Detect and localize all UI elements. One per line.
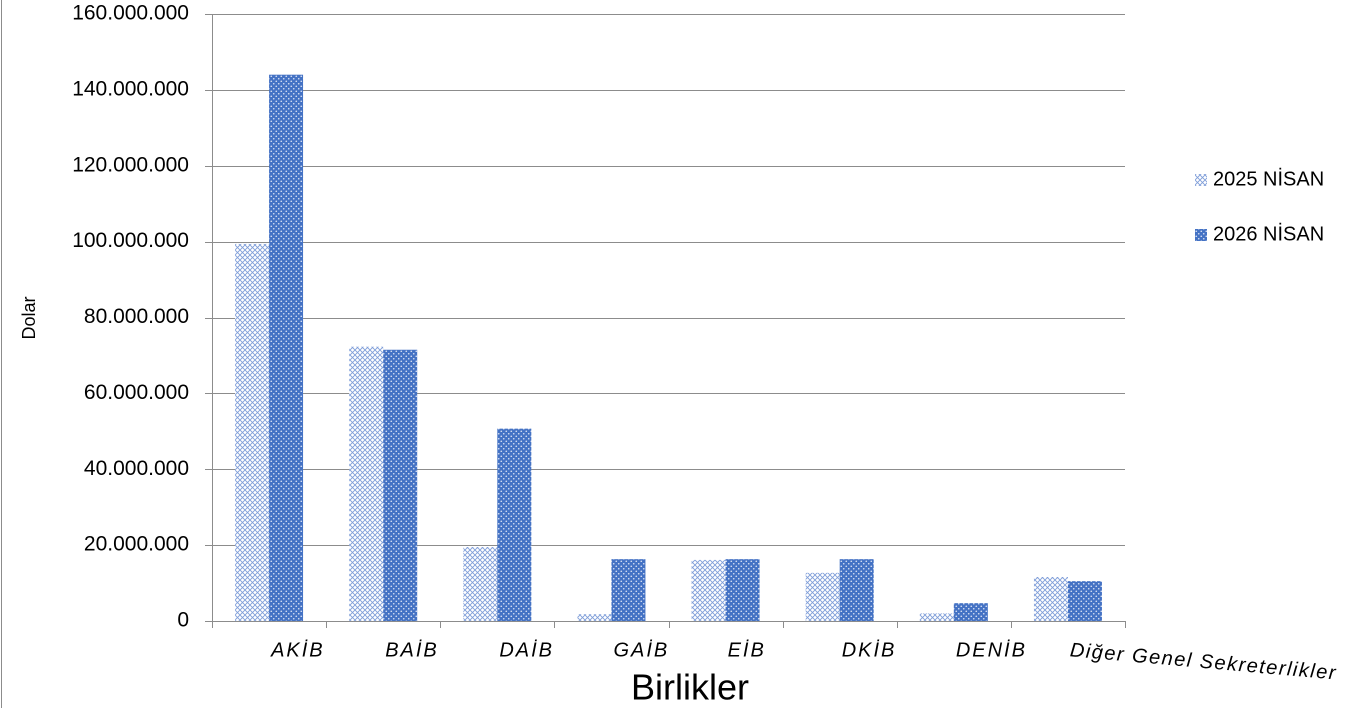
bar-2026-nisan-baib [383, 349, 418, 621]
bar-2025-nisan-dkib [805, 572, 840, 621]
y-tick-label: 60.000.000 [84, 381, 189, 404]
bar-2025-nisan-baib [349, 346, 384, 621]
gridlines [205, 14, 1125, 622]
bar-2026-nisan-diger-genel-sekreterlikler [1067, 581, 1102, 621]
y-tick-label: 100.000.000 [72, 229, 189, 252]
x-tick-label-eib: EİB [728, 639, 766, 661]
x-tick-label-baib: BAİB [385, 639, 439, 661]
y-axis-title: Dolar [19, 296, 39, 339]
bar-2025-nisan-gaib [577, 614, 612, 621]
x-tick-label-dkib: DKİB [842, 639, 897, 661]
bar-2025-nisan-diger-genel-sekreterlikler [1033, 576, 1068, 621]
bar-2026-nisan-eib [725, 559, 760, 621]
bar-2025-nisan-denib [919, 613, 954, 621]
legend: 2025 NİSAN 2026 NİSAN [1195, 167, 1324, 245]
legend-item-2026-nisan: 2026 NİSAN [1195, 222, 1324, 245]
x-tick-label-denib: DENİB [956, 639, 1027, 661]
y-tick-label: 140.000.000 [72, 77, 189, 100]
legend-item-2025-nisan: 2025 NİSAN [1195, 167, 1324, 190]
legend-swatch-2026-nisan [1195, 229, 1207, 241]
bars [235, 74, 1102, 621]
y-tick-label: 0 [177, 609, 189, 632]
legend-label: 2025 NİSAN [1213, 167, 1324, 190]
bar-2025-nisan-eib [691, 559, 726, 621]
y-tick-label: 20.000.000 [84, 533, 189, 556]
bar-2026-nisan-dkib [839, 559, 874, 621]
x-axis-title: Birlikler [631, 667, 749, 708]
y-tick-label: 160.000.000 [72, 2, 189, 25]
x-tick-label-gaib: GAİB [613, 639, 669, 661]
legend-swatch-2025-nisan [1195, 174, 1207, 186]
y-axis-tick-labels: 0 20.000.000 40.000.000 60.000.000 80.000.00… [72, 2, 189, 632]
x-tick-label-daib: DAİB [499, 639, 554, 661]
y-tick-label: 120.000.000 [72, 153, 189, 176]
x-tick-label-akib: AKİB [270, 639, 325, 661]
bar-2026-nisan-akib [269, 74, 304, 621]
legend-label: 2026 NİSAN [1213, 222, 1324, 245]
bar-2026-nisan-denib [953, 603, 988, 621]
y-tick-label: 40.000.000 [84, 457, 189, 480]
bar-2026-nisan-gaib [611, 559, 646, 621]
y-tick-label: 80.000.000 [84, 305, 189, 328]
bar-2025-nisan-daib [463, 547, 498, 621]
x-tick-label-diger-genel-sekreterlikler: Diğer Genel Sekreterlikler [1069, 639, 1338, 684]
x-axis-tick-labels: AKİB BAİB DAİB GAİB EİB DKİB DENİB Diğer Genel … [270, 639, 1338, 684]
bar-2025-nisan-akib [235, 243, 270, 621]
bar-2026-nisan-daib [497, 428, 532, 621]
axes [212, 14, 1126, 628]
